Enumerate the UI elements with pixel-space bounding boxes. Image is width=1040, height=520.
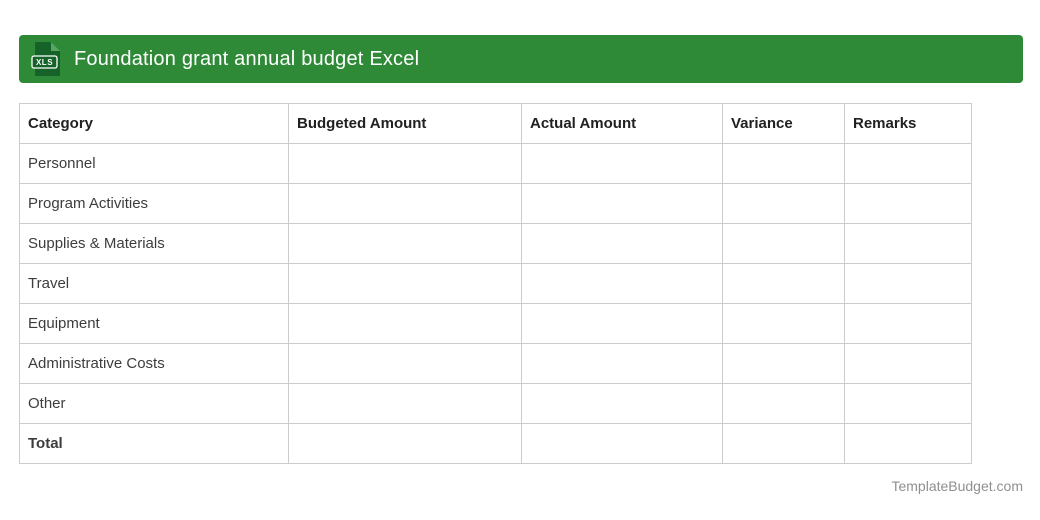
value-cell: [844, 263, 972, 304]
row-label-cell: Administrative Costs: [19, 343, 289, 384]
row-label-cell: Total: [19, 423, 289, 464]
row-label-cell: Travel: [19, 263, 289, 304]
value-cell: [288, 183, 522, 224]
page-title: Foundation grant annual budget Excel: [74, 47, 420, 70]
value-cell: [288, 343, 522, 384]
xls-file-icon: XLS: [31, 42, 60, 76]
value-cell: [521, 263, 723, 304]
table-row: Program Activities: [19, 183, 972, 224]
value-cell: [722, 263, 845, 304]
table-row: Travel: [19, 263, 972, 304]
value-cell: [288, 303, 522, 344]
value-cell: [722, 343, 845, 384]
value-cell: [844, 183, 972, 224]
value-cell: [288, 263, 522, 304]
value-cell: [722, 383, 845, 424]
table-row: Supplies & Materials: [19, 223, 972, 264]
table-row: Administrative Costs: [19, 343, 972, 384]
value-cell: [722, 423, 845, 464]
value-cell: [521, 223, 723, 264]
value-cell: [844, 223, 972, 264]
row-label-cell: Supplies & Materials: [19, 223, 289, 264]
table-row: Equipment: [19, 303, 972, 344]
table-row: Personnel: [19, 143, 972, 184]
xls-badge-label: XLS: [36, 58, 53, 67]
table-header-row: Category Budgeted Amount Actual Amount V…: [19, 103, 972, 144]
column-header-category: Category: [19, 103, 289, 144]
value-cell: [844, 423, 972, 464]
value-cell: [521, 143, 723, 184]
column-header-remarks: Remarks: [844, 103, 972, 144]
column-header-budgeted-amount: Budgeted Amount: [288, 103, 522, 144]
value-cell: [521, 303, 723, 344]
value-cell: [722, 183, 845, 224]
value-cell: [288, 223, 522, 264]
value-cell: [521, 343, 723, 384]
value-cell: [521, 423, 723, 464]
value-cell: [521, 383, 723, 424]
value-cell: [722, 303, 845, 344]
table-row: Total: [19, 423, 972, 464]
value-cell: [844, 383, 972, 424]
value-cell: [844, 303, 972, 344]
value-cell: [844, 143, 972, 184]
budget-table: Category Budgeted Amount Actual Amount V…: [19, 103, 972, 464]
row-label-cell: Personnel: [19, 143, 289, 184]
value-cell: [722, 223, 845, 264]
row-label-cell: Equipment: [19, 303, 289, 344]
value-cell: [288, 423, 522, 464]
table-row: Other: [19, 383, 972, 424]
column-header-actual-amount: Actual Amount: [521, 103, 723, 144]
value-cell: [844, 343, 972, 384]
row-label-cell: Program Activities: [19, 183, 289, 224]
value-cell: [288, 143, 522, 184]
value-cell: [722, 143, 845, 184]
watermark: TemplateBudget.com: [891, 478, 1023, 494]
value-cell: [288, 383, 522, 424]
column-header-variance: Variance: [722, 103, 845, 144]
value-cell: [521, 183, 723, 224]
row-label-cell: Other: [19, 383, 289, 424]
title-bar: XLS Foundation grant annual budget Excel: [19, 35, 1023, 83]
